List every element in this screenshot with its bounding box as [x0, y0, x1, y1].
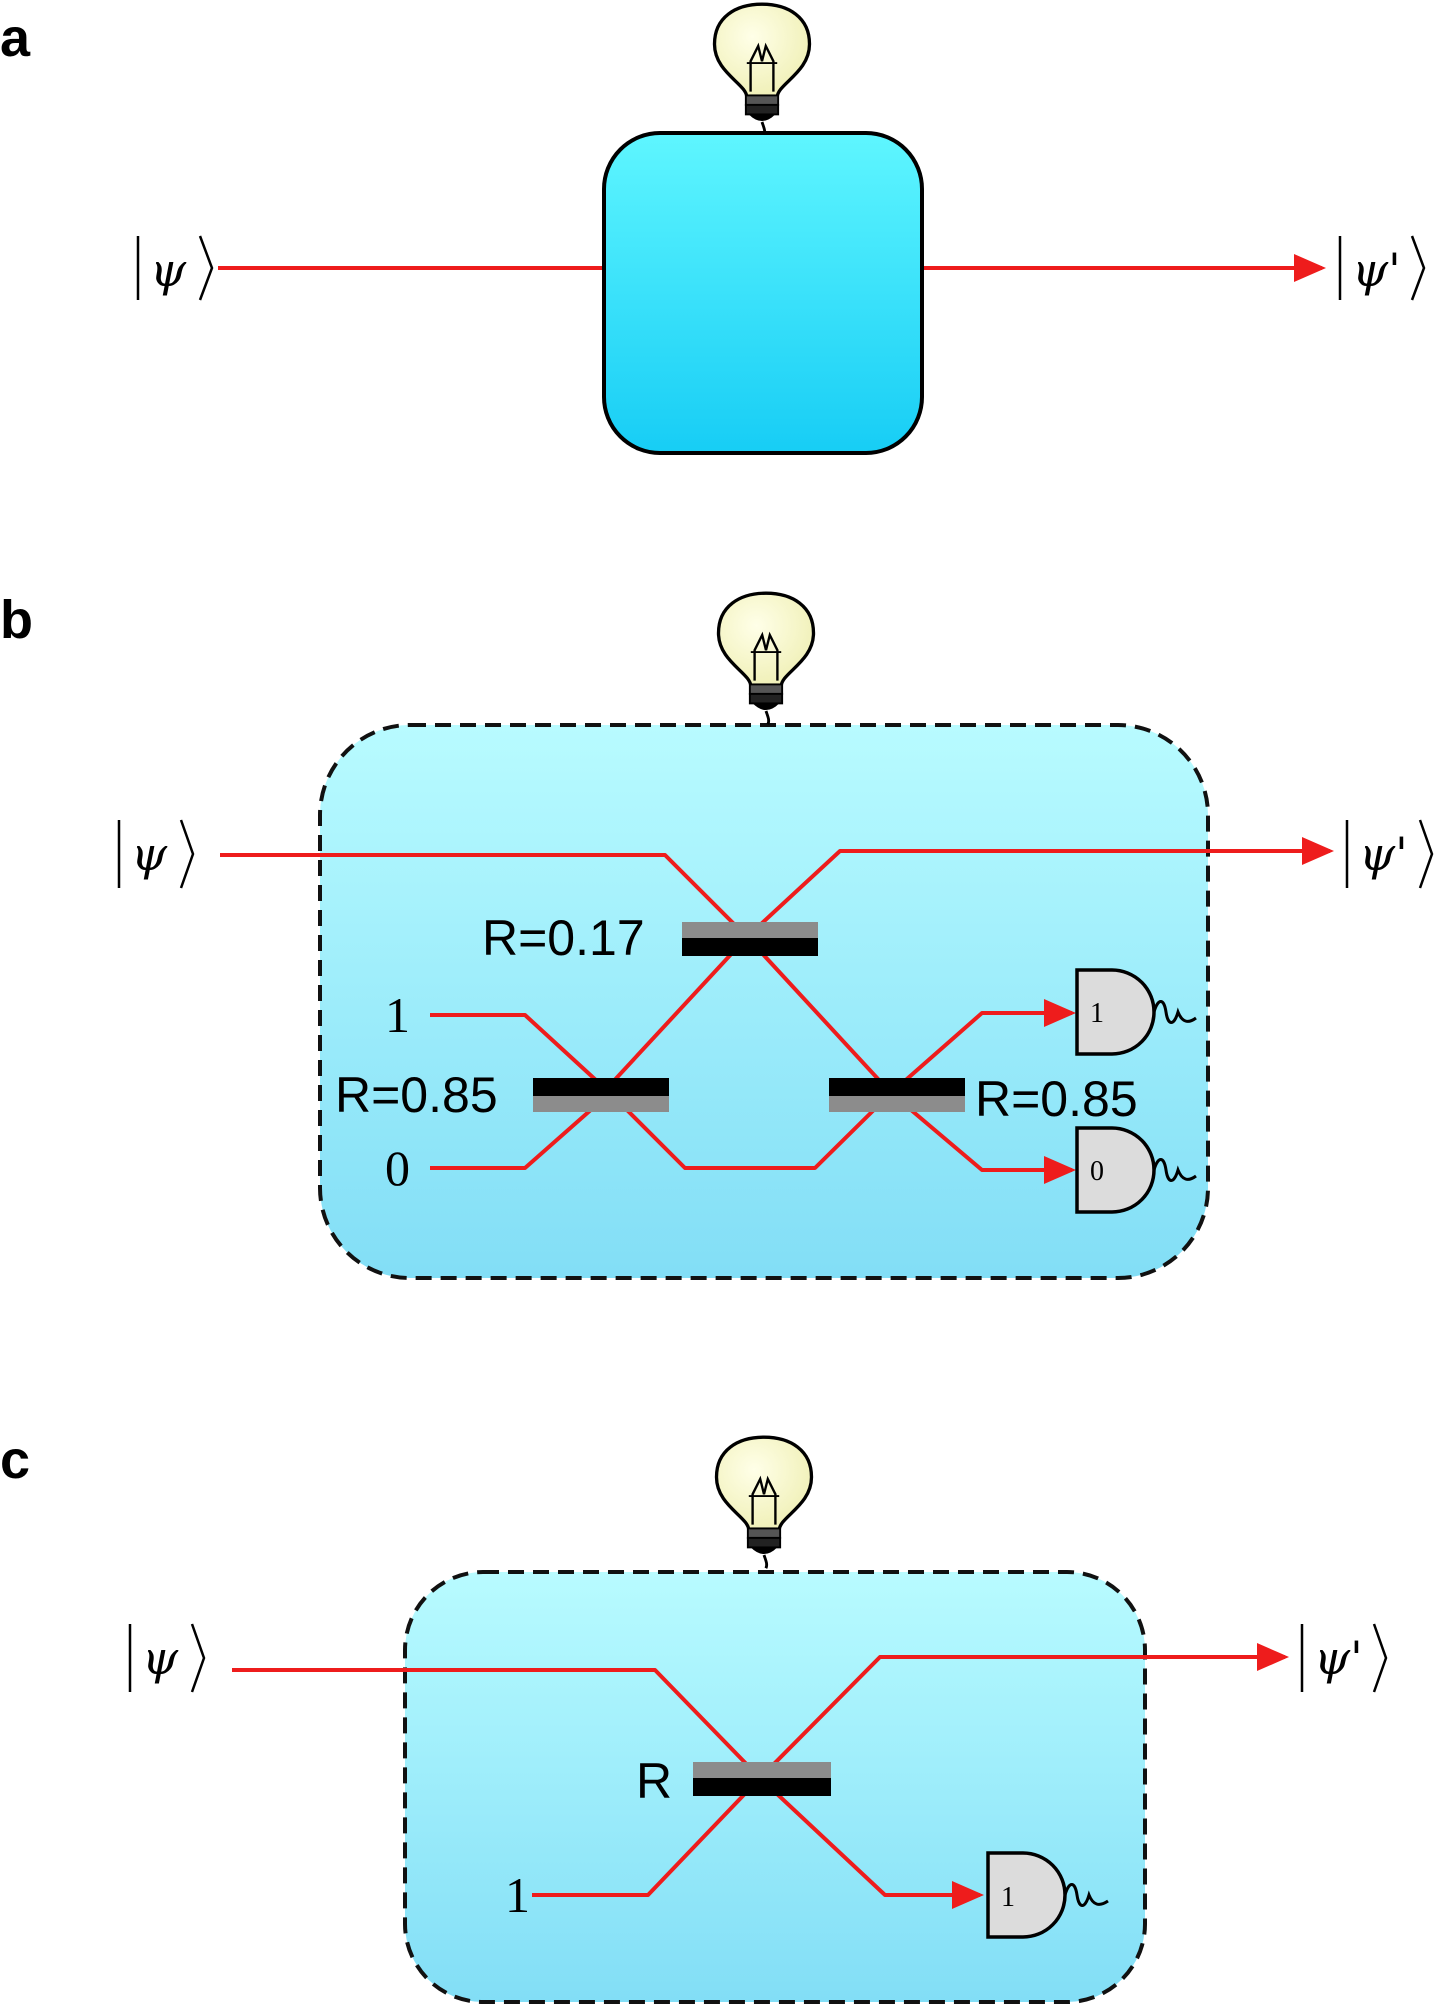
- beam-to-detector: [758, 1776, 984, 1909]
- reflectivity-label: R=0.85: [335, 1067, 498, 1123]
- photon-number-label: 1: [505, 1867, 530, 1923]
- panel-a: a ψ ψ': [0, 2, 1426, 455]
- panel-b: b 1: [0, 590, 1434, 1280]
- ancilla-beam-1: [430, 1013, 612, 1095]
- input-ket: ψ: [136, 235, 214, 301]
- beam-splitter: [829, 1078, 965, 1112]
- photon-detector-icon: 1: [1075, 968, 1197, 1056]
- svg-text:ψ: ψ: [150, 243, 187, 297]
- output-ket: ψ': [1345, 819, 1434, 889]
- detector-label: 0: [1090, 1156, 1104, 1187]
- beam-splitter: [533, 1078, 669, 1112]
- panel-label-b: b: [0, 590, 33, 650]
- svg-text:ψ: ψ: [131, 827, 168, 881]
- photon-detector-icon: 0: [1075, 1126, 1197, 1214]
- photon-number-label: 1: [385, 987, 410, 1043]
- beam-top-to-left: [608, 935, 749, 1087]
- panel-c: c 1 R 1 ψ ψ': [0, 1430, 1388, 2004]
- beam-top-to-right: [745, 935, 893, 1095]
- svg-text:ψ': ψ': [1359, 827, 1408, 881]
- ancilla-beam: [532, 1776, 762, 1897]
- reflectivity-label: R=0.85: [975, 1071, 1138, 1127]
- output-ket: ψ': [1300, 1623, 1388, 1693]
- light-bulb-icon: [712, 2, 812, 137]
- light-bulb-icon: [716, 591, 816, 726]
- input-ket: ψ: [128, 1623, 206, 1693]
- output-beam: [758, 1643, 1289, 1780]
- detector-label: 1: [1090, 998, 1104, 1029]
- output-ket: ψ': [1338, 235, 1426, 301]
- beam-to-detector-1: [889, 999, 1076, 1095]
- panel-label-c: c: [0, 1430, 30, 1490]
- panel-label-a: a: [0, 8, 31, 68]
- svg-text:ψ: ψ: [142, 1631, 179, 1685]
- input-beam: [232, 1668, 762, 1780]
- beam-splitter: [682, 922, 818, 956]
- svg-text:ψ': ψ': [1352, 243, 1401, 297]
- black-box-device: [602, 131, 924, 455]
- optical-circuit-box: [318, 723, 1210, 1280]
- svg-text:ψ': ψ': [1314, 1631, 1363, 1685]
- input-ket: ψ: [117, 819, 195, 889]
- output-beam: [745, 837, 1334, 939]
- photon-number-label: 0: [385, 1140, 410, 1196]
- beam-to-detector-0: [889, 1091, 1076, 1184]
- reflectivity-label: R=0.17: [482, 910, 645, 966]
- ancilla-beam-0: [430, 1091, 612, 1170]
- beam-left-to-right: [608, 1091, 893, 1170]
- reflectivity-label: R: [636, 1753, 672, 1809]
- beam-splitter: [693, 1762, 831, 1796]
- light-bulb-icon: [714, 1435, 814, 1570]
- input-beam: [220, 853, 749, 939]
- photon-detector-icon: 1: [986, 1851, 1109, 1939]
- detector-label: 1: [1001, 1882, 1015, 1913]
